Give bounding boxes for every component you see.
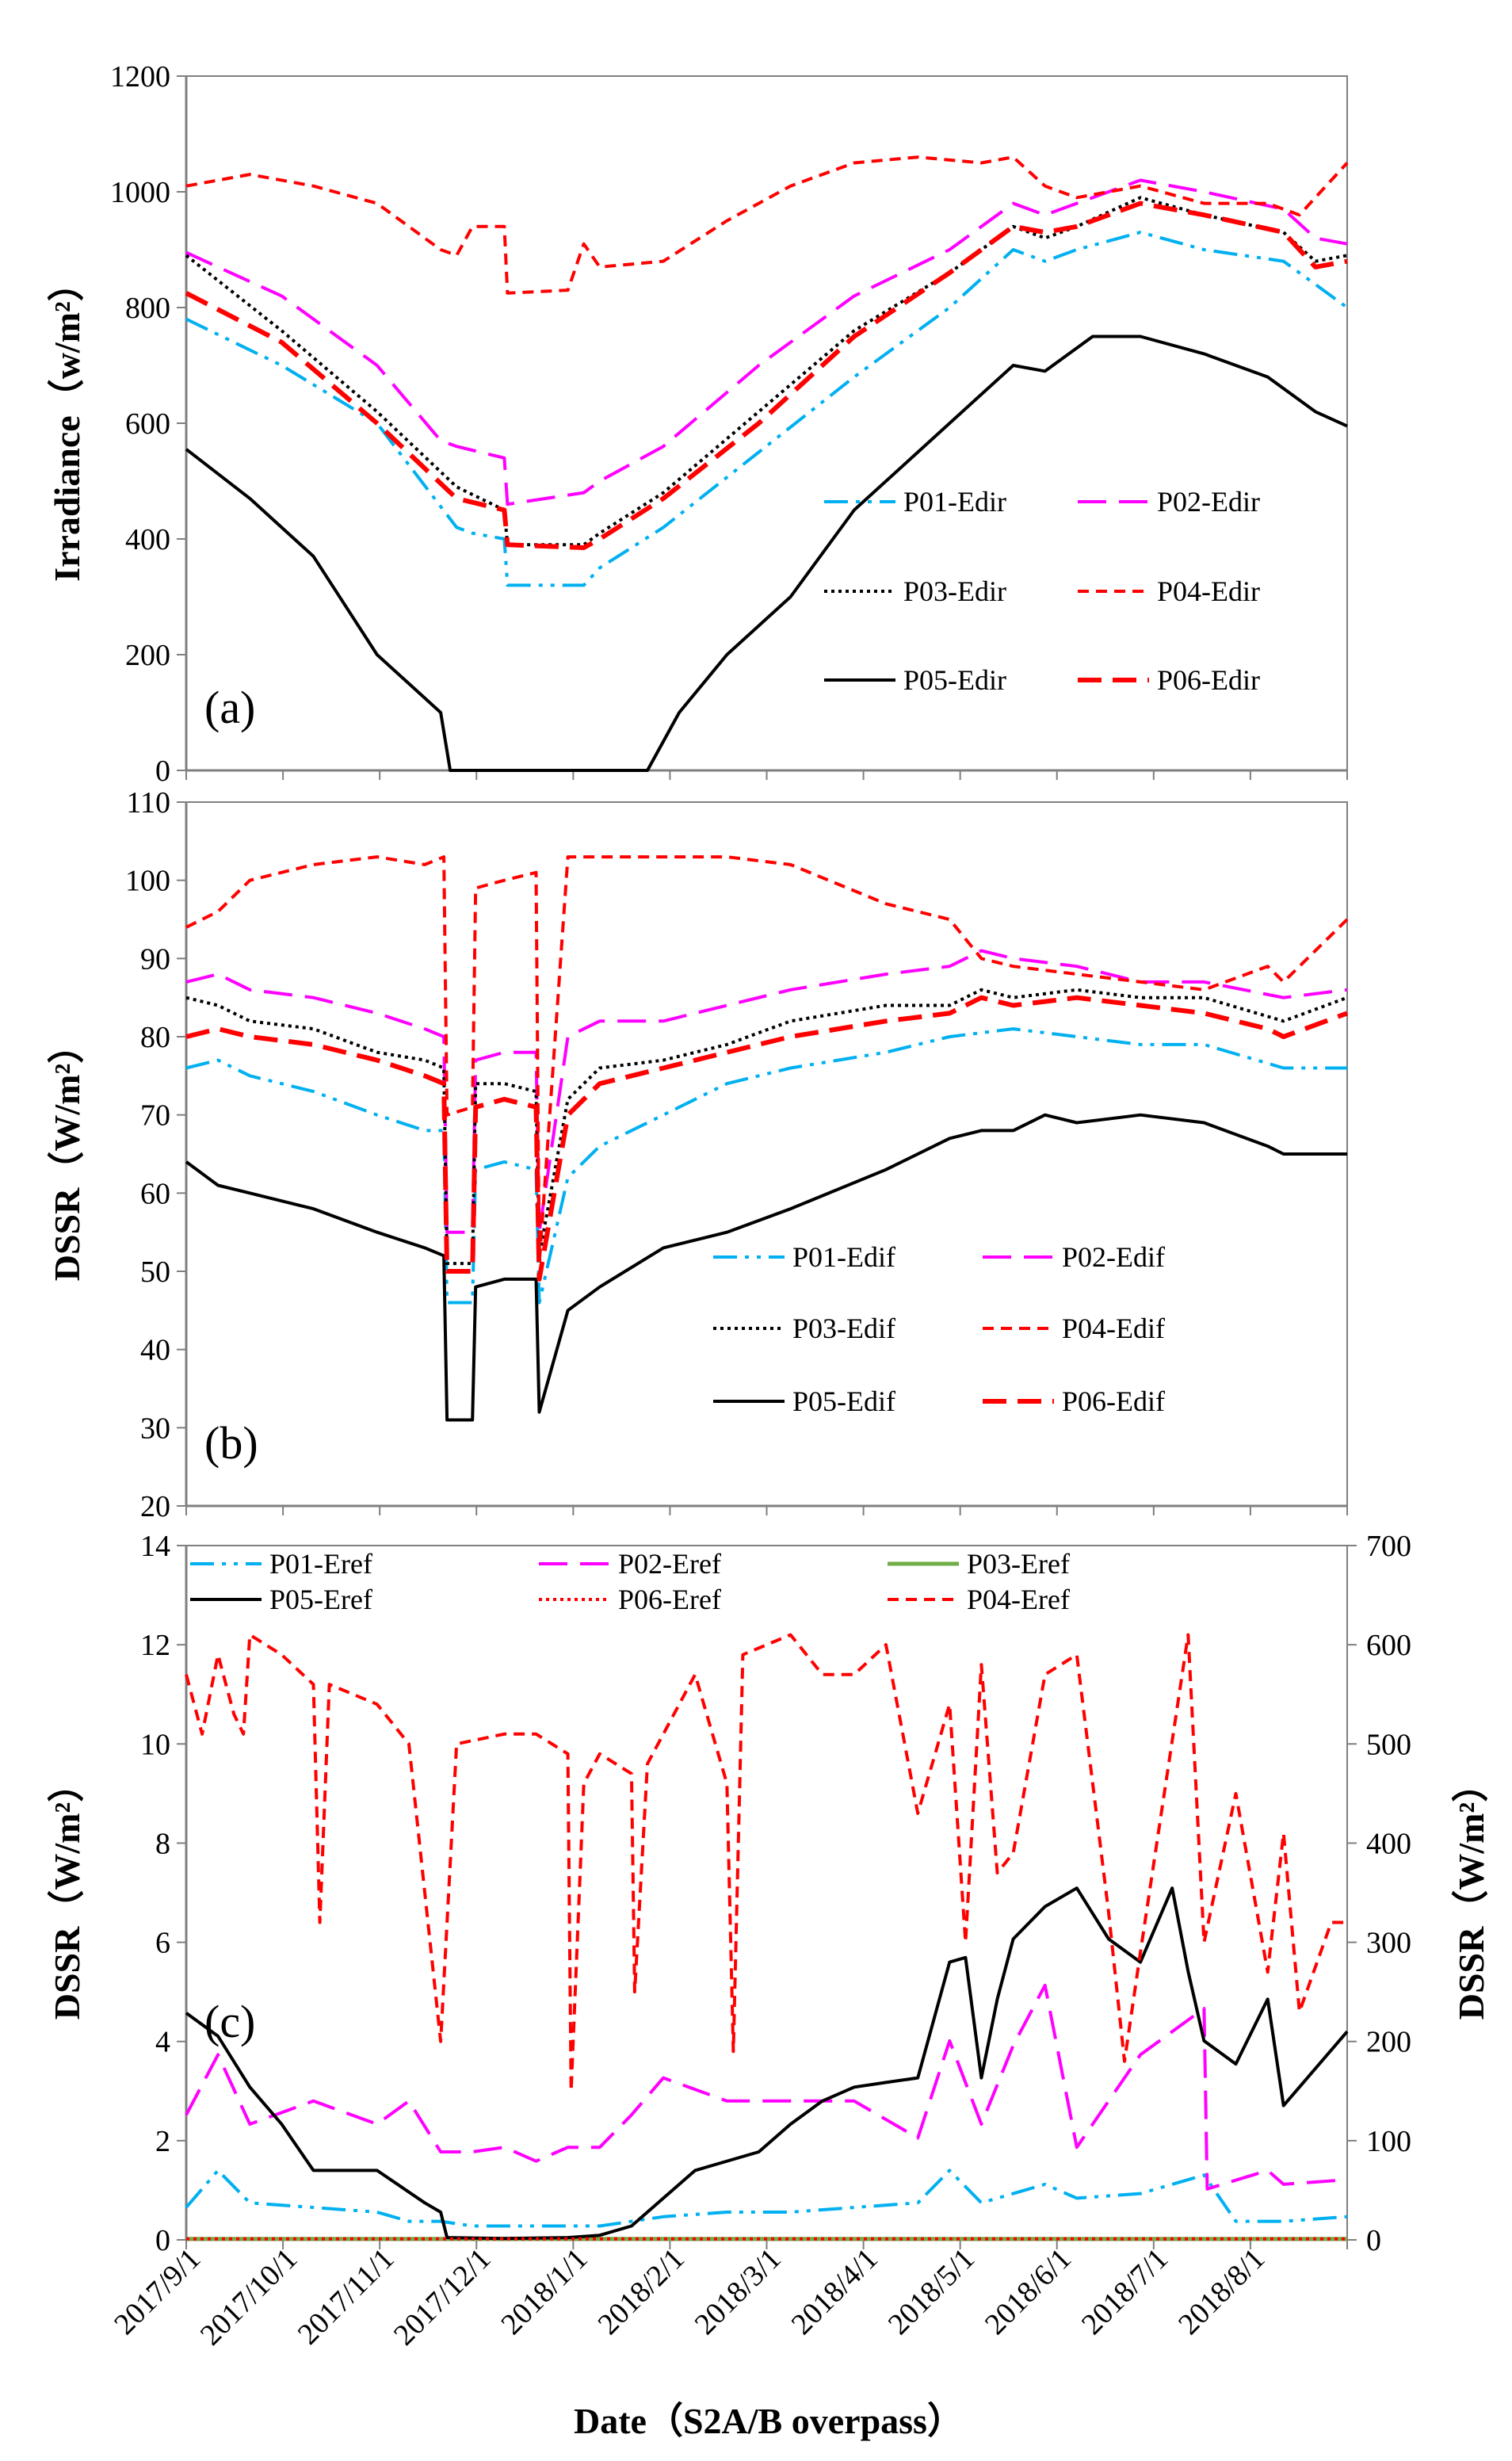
y-tick-label: 20 <box>140 1490 170 1523</box>
y-axis-title: Irradiance（w/m²） <box>47 265 87 582</box>
series-line-p04-eref <box>185 1633 1347 2093</box>
legend-label: P04-Eref <box>967 1584 1070 1615</box>
x-tick-label: 2018/6/1 <box>979 2242 1078 2341</box>
y-tick-label: 80 <box>140 1021 170 1054</box>
x-tick-label: 2018/8/1 <box>1172 2242 1271 2341</box>
series-line-p02-eref <box>185 1983 1348 2191</box>
panel-label: (c) <box>204 1996 255 2047</box>
y-tick-label: 600 <box>125 407 170 441</box>
x-tick-label: 2018/3/1 <box>689 2242 788 2341</box>
legend-label: P06-Edir <box>1157 664 1260 696</box>
series-line-p01-eref <box>185 2169 1348 2228</box>
y2-tick-label: 100 <box>1366 2125 1411 2158</box>
y-tick-label: 200 <box>125 639 170 672</box>
x-tick-label: 2018/4/1 <box>785 2242 884 2341</box>
legend-label: P02-Edir <box>1157 486 1260 518</box>
y-tick-label: 30 <box>140 1412 170 1445</box>
legend-label: P03-Edif <box>792 1313 895 1344</box>
y-tick-label: 100 <box>125 865 170 898</box>
panel-b: 20 30 40 50 60 70 80 90 100 110 DSSR（W/m²） (b) P01-E… <box>47 786 1349 1523</box>
x-axis-tick-labels: 2017/9/12017/10/12017/11/12017/12/12018/… <box>108 2242 1271 2352</box>
legend-label: P01-Edir <box>903 486 1006 518</box>
legend-label: P05-Eref <box>269 1584 372 1615</box>
y2-tick-label: 600 <box>1366 1629 1411 1662</box>
series-line-p06-edif <box>185 995 1349 1282</box>
y-tick-label: 14 <box>140 1530 170 1563</box>
y-tick-label: 10 <box>140 1728 170 1761</box>
x-tick-label: 2017/12/1 <box>388 2242 498 2352</box>
series-line-p02-edif <box>185 949 1348 1234</box>
series-line-p05-edif <box>185 1113 1347 1422</box>
legend-label: P02-Edif <box>1062 1241 1165 1273</box>
y2-tick-label: 700 <box>1366 1530 1411 1563</box>
y2-tick-label: 0 <box>1366 2224 1381 2257</box>
x-tick-label: 2018/1/1 <box>494 2242 594 2341</box>
x-tick-label: 2018/2/1 <box>592 2242 691 2341</box>
x-tick-label: 2017/11/1 <box>292 2242 401 2352</box>
y-axis-title: DSSR（W/m²） <box>47 1027 87 1282</box>
y-tick-label: 110 <box>126 786 170 820</box>
y-tick-label: 0 <box>155 2224 170 2257</box>
y-tick-label: 800 <box>125 292 170 325</box>
y-tick-label: 400 <box>125 523 170 556</box>
y2-tick-label: 200 <box>1366 2026 1411 2059</box>
y-tick-label: 50 <box>140 1255 170 1289</box>
y-tick-label: 12 <box>140 1629 170 1662</box>
panel-a: 0 200 400 600 800 1000 1200 Irradiance（w/m²） (a)… <box>47 60 1349 788</box>
y-tick-label: 70 <box>140 1099 170 1133</box>
series-line-p02-edir <box>185 178 1348 506</box>
series-line-p06-edir <box>185 201 1348 550</box>
panel-label: (a) <box>204 682 255 733</box>
legend-label: P03-Edir <box>903 575 1006 607</box>
y-tick-label: 0 <box>155 755 170 788</box>
x-tick-label: 2018/7/1 <box>1075 2242 1174 2341</box>
y-tick-label: 1200 <box>110 60 170 94</box>
y2-tick-label: 300 <box>1366 1927 1411 1960</box>
y2-tick-label: 500 <box>1366 1728 1411 1761</box>
series-line-p03-edif <box>185 988 1348 1266</box>
y2-axis-title: DSSR（W/m²） <box>1451 1766 1491 2020</box>
legend-label: P06-Edif <box>1062 1385 1165 1417</box>
legend-label: P02-Eref <box>618 1548 721 1580</box>
legend-label: P01-Eref <box>269 1548 372 1580</box>
x-tick-label: 2017/10/1 <box>194 2242 304 2352</box>
y-tick-label: 2 <box>155 2125 170 2158</box>
series-line-p05-edir <box>185 334 1348 772</box>
x-tick-label: 2018/5/1 <box>882 2242 981 2341</box>
y-tick-label: 8 <box>155 1827 170 1860</box>
series-line-p04-edir <box>185 155 1349 295</box>
series-line-p01-edif <box>185 1027 1347 1305</box>
legend-label: P06-Eref <box>618 1584 721 1615</box>
y-tick-label: 40 <box>140 1334 170 1367</box>
y-tick-label: 60 <box>140 1177 170 1210</box>
series-line-p05-eref <box>185 1886 1349 2241</box>
legend-label: P05-Edif <box>792 1385 895 1417</box>
legend-label: P03-Eref <box>967 1548 1070 1580</box>
panel-c: 0 2 4 6 8 10 12 14 0 100 200 300 400 500 600 700 DSSR（W/… <box>47 1530 1491 2257</box>
legend-label: P05-Edir <box>903 664 1006 696</box>
legend-label: P04-Edir <box>1157 575 1260 607</box>
y-tick-label: 6 <box>155 1927 170 1960</box>
series-line-p01-edir <box>185 231 1349 587</box>
x-axis-title: Date（S2A/B overpass） <box>574 2401 964 2441</box>
panel-label: (b) <box>204 1417 258 1469</box>
y-tick-label: 1000 <box>110 176 170 209</box>
legend-label: P01-Edif <box>792 1241 895 1273</box>
series-line-p04-edif <box>185 855 1349 1266</box>
legend-label: P04-Edif <box>1062 1313 1165 1344</box>
y-axis-title: DSSR（W/m²） <box>47 1766 87 2020</box>
y2-tick-label: 400 <box>1366 1827 1411 1860</box>
y-tick-label: 4 <box>155 2026 170 2059</box>
y-tick-label: 90 <box>140 942 170 976</box>
